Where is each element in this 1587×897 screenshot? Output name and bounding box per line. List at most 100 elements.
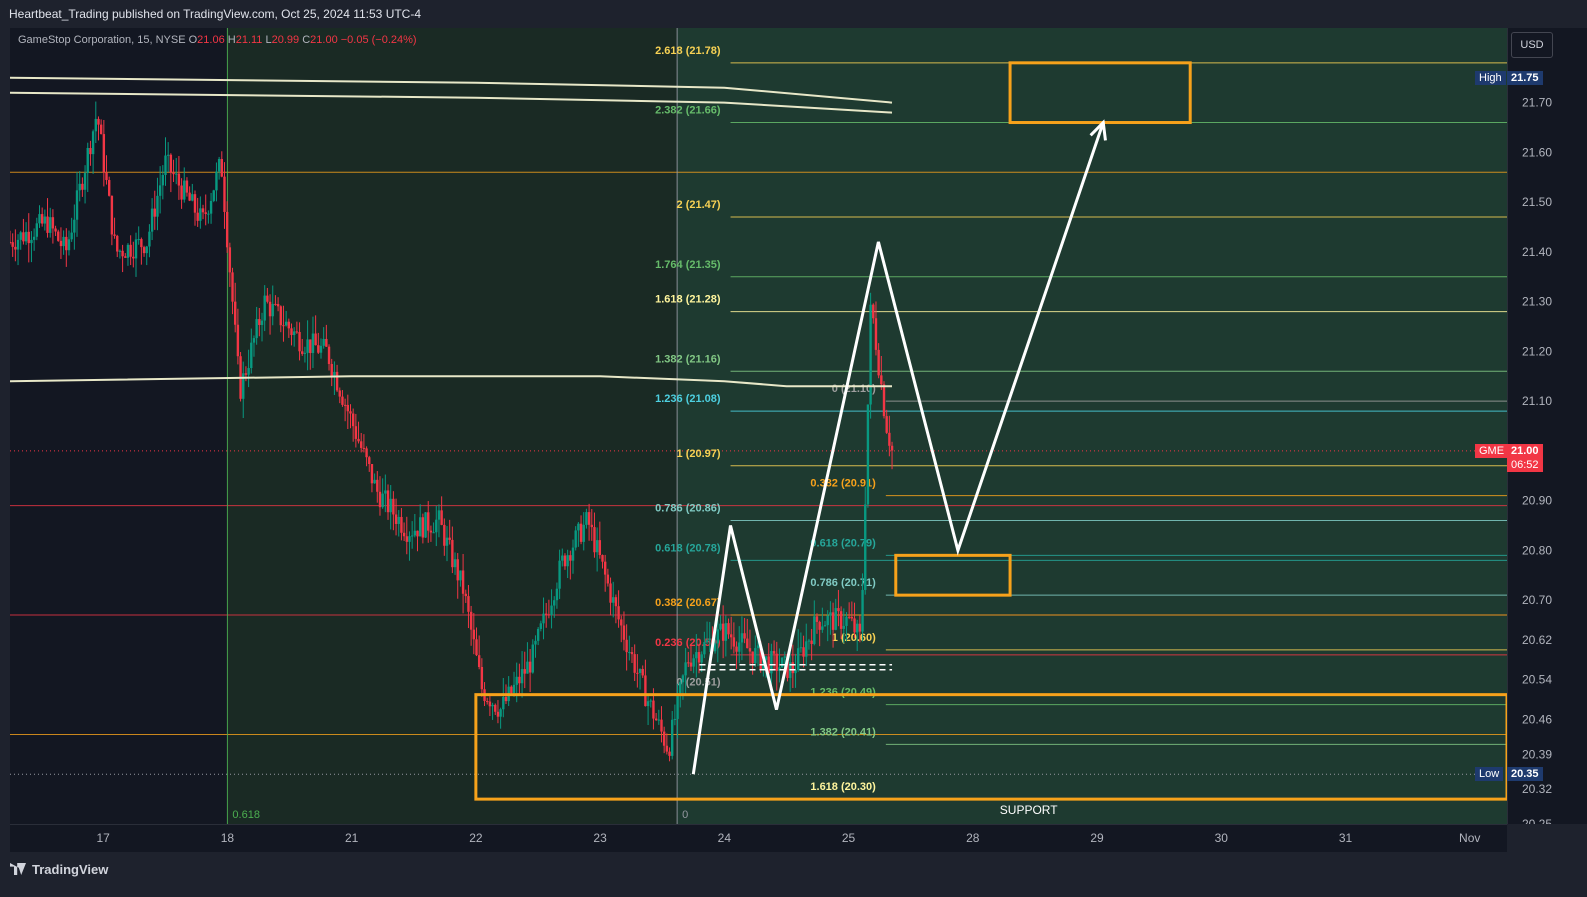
candle-body [644, 675, 647, 707]
candle-body [126, 244, 130, 258]
candle-body [590, 524, 593, 528]
candle-body [872, 304, 875, 319]
candle-body [89, 147, 92, 155]
candle-body [625, 639, 628, 653]
candle-body [684, 662, 687, 676]
candle-body [799, 647, 803, 649]
candle-body [292, 331, 296, 336]
candle-body [716, 629, 719, 644]
time-axis[interactable]: 17 18 21 22 23 24 25 28 29 30 31 Nov [10, 824, 1507, 853]
candle-body [327, 346, 331, 365]
candle-body [746, 638, 749, 649]
tradingview-logo[interactable]: TradingView [10, 862, 108, 877]
candle-body [209, 200, 213, 214]
candle-body [448, 537, 451, 540]
x-tick-9: 30 [1215, 831, 1229, 845]
candle-body [298, 331, 301, 352]
candle-body [357, 438, 360, 442]
y-tick-13: 20.46 [1522, 713, 1552, 727]
candle-body [242, 373, 245, 399]
open-value: 21.06 [197, 34, 225, 46]
candle-body [845, 616, 848, 626]
candle-body [301, 351, 304, 354]
candle-body [665, 745, 669, 752]
candle-body [518, 676, 521, 684]
candle-body [797, 648, 800, 670]
y-tick-11: 20.62 [1522, 633, 1552, 647]
candle-body [386, 490, 390, 513]
zone-box-0 [474, 693, 1507, 801]
candle-body [132, 256, 135, 259]
candle-body [220, 159, 223, 177]
candle-body [341, 396, 344, 405]
candle-body [247, 368, 250, 375]
candle-body [579, 523, 583, 542]
candle-body [767, 656, 770, 674]
candle-body [751, 651, 754, 664]
price-tag-prefix-low: Low [1475, 767, 1504, 782]
candle-body [199, 208, 202, 221]
candle-body [215, 171, 218, 191]
currency-button[interactable]: USD [1511, 32, 1553, 58]
candle-body [491, 704, 494, 707]
candle-body [325, 338, 328, 347]
candle-body [652, 700, 655, 719]
candle-body [148, 231, 151, 247]
price-axis[interactable]: 21.8021.7021.6021.5021.4021.3021.2021.10… [1507, 28, 1587, 831]
y-tick-10: 20.70 [1522, 593, 1552, 607]
candle-body [791, 662, 795, 674]
candle-body [225, 211, 229, 248]
candle-body [234, 301, 237, 325]
candle-body [759, 645, 762, 670]
candle-body [397, 516, 400, 524]
shade-region-2 [677, 28, 1507, 824]
candle-body [121, 250, 124, 257]
candle-body [223, 176, 226, 212]
candle-body [343, 404, 347, 406]
candle-body [646, 701, 650, 707]
candle-body [360, 441, 363, 448]
candle-body [687, 662, 690, 664]
chart-svg[interactable]: 0.618 0 2.618 (21.78) 2.382 (21.66) 2 (21.47… [10, 28, 1507, 824]
candle-body [196, 212, 199, 221]
candle-body [156, 195, 159, 217]
fib-1-label-3: 0.786 (20.71) [810, 577, 876, 589]
zone-box-2 [1008, 61, 1192, 125]
symbol-name[interactable]: GameStop Corporation, 15, NYSE [18, 34, 186, 46]
candle-body [287, 321, 291, 329]
candle-body [660, 719, 663, 732]
candle-body [453, 559, 457, 568]
candle-body [810, 640, 813, 644]
candle-body [266, 295, 269, 302]
fib-0-label-8: 0.786 (20.86) [655, 503, 721, 515]
y-tick-2: 21.60 [1522, 145, 1552, 159]
candle-body [263, 295, 266, 321]
candle-body [306, 339, 309, 353]
change-value: −0.05 (−0.24%) [340, 34, 417, 46]
candle-body [499, 709, 502, 717]
candle-body [740, 633, 744, 643]
candle-body [695, 652, 698, 659]
candle-body [467, 596, 470, 612]
x-tick-1: 18 [221, 831, 235, 845]
candle-body [113, 234, 116, 236]
candle-body [754, 648, 757, 664]
candle-body [593, 527, 596, 553]
price-tag-prefix-gme: GME [1475, 443, 1509, 458]
price-tag-high: 21.75 [1507, 70, 1543, 85]
candle-body [480, 667, 484, 690]
candle-body [370, 464, 374, 484]
candle-body [303, 352, 307, 354]
candle-body [671, 719, 674, 756]
candle-body [10, 241, 12, 243]
candle-body [778, 667, 781, 671]
candle-body [177, 173, 181, 186]
candle-body [314, 333, 317, 346]
y-tick-12: 20.54 [1522, 673, 1552, 687]
moving-average-1 [10, 91, 893, 114]
candle-body [164, 155, 167, 175]
chart-plot-area[interactable]: 0.618 0 2.618 (21.78) 2.382 (21.66) 2 (21.47… [10, 28, 1507, 824]
candle-body [657, 719, 661, 721]
candle-body [78, 183, 81, 191]
candle-body [236, 324, 240, 357]
